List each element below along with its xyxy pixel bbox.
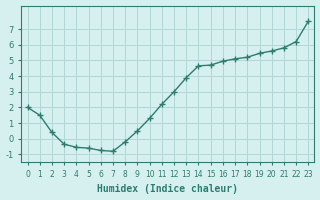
X-axis label: Humidex (Indice chaleur): Humidex (Indice chaleur) [98,184,238,194]
